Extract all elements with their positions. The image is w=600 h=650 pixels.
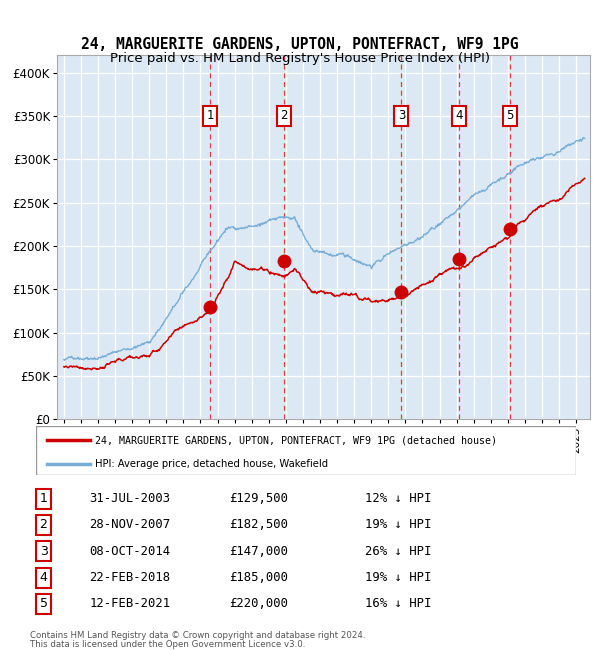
Text: 2: 2 xyxy=(40,519,47,532)
Text: 12% ↓ HPI: 12% ↓ HPI xyxy=(365,492,431,505)
Text: £182,500: £182,500 xyxy=(229,519,288,532)
Text: £220,000: £220,000 xyxy=(229,597,288,610)
Text: 4: 4 xyxy=(455,109,463,122)
Text: This data is licensed under the Open Government Licence v3.0.: This data is licensed under the Open Gov… xyxy=(30,640,305,649)
Text: 31-JUL-2003: 31-JUL-2003 xyxy=(89,492,170,505)
Text: 12-FEB-2021: 12-FEB-2021 xyxy=(89,597,170,610)
FancyBboxPatch shape xyxy=(36,426,576,474)
Text: £129,500: £129,500 xyxy=(229,492,288,505)
Text: 22-FEB-2018: 22-FEB-2018 xyxy=(89,571,170,584)
Text: 24, MARGUERITE GARDENS, UPTON, PONTEFRACT, WF9 1PG: 24, MARGUERITE GARDENS, UPTON, PONTEFRAC… xyxy=(81,36,519,52)
Text: 2: 2 xyxy=(281,109,288,122)
Text: 16% ↓ HPI: 16% ↓ HPI xyxy=(365,597,431,610)
Text: 26% ↓ HPI: 26% ↓ HPI xyxy=(365,545,431,558)
Text: 1: 1 xyxy=(40,492,47,505)
Text: 08-OCT-2014: 08-OCT-2014 xyxy=(89,545,170,558)
Text: 28-NOV-2007: 28-NOV-2007 xyxy=(89,519,170,532)
Text: 24, MARGUERITE GARDENS, UPTON, PONTEFRACT, WF9 1PG (detached house): 24, MARGUERITE GARDENS, UPTON, PONTEFRAC… xyxy=(95,436,497,445)
Text: HPI: Average price, detached house, Wakefield: HPI: Average price, detached house, Wake… xyxy=(95,459,329,469)
Text: 19% ↓ HPI: 19% ↓ HPI xyxy=(365,571,431,584)
Text: 5: 5 xyxy=(506,109,514,122)
Text: 3: 3 xyxy=(398,109,405,122)
Text: Contains HM Land Registry data © Crown copyright and database right 2024.: Contains HM Land Registry data © Crown c… xyxy=(30,631,365,640)
Text: 5: 5 xyxy=(40,597,47,610)
Text: £185,000: £185,000 xyxy=(229,571,288,584)
Text: 19% ↓ HPI: 19% ↓ HPI xyxy=(365,519,431,532)
Text: 4: 4 xyxy=(40,571,47,584)
Text: Price paid vs. HM Land Registry's House Price Index (HPI): Price paid vs. HM Land Registry's House … xyxy=(110,52,490,65)
Text: £147,000: £147,000 xyxy=(229,545,288,558)
Text: 1: 1 xyxy=(206,109,214,122)
Text: 3: 3 xyxy=(40,545,47,558)
